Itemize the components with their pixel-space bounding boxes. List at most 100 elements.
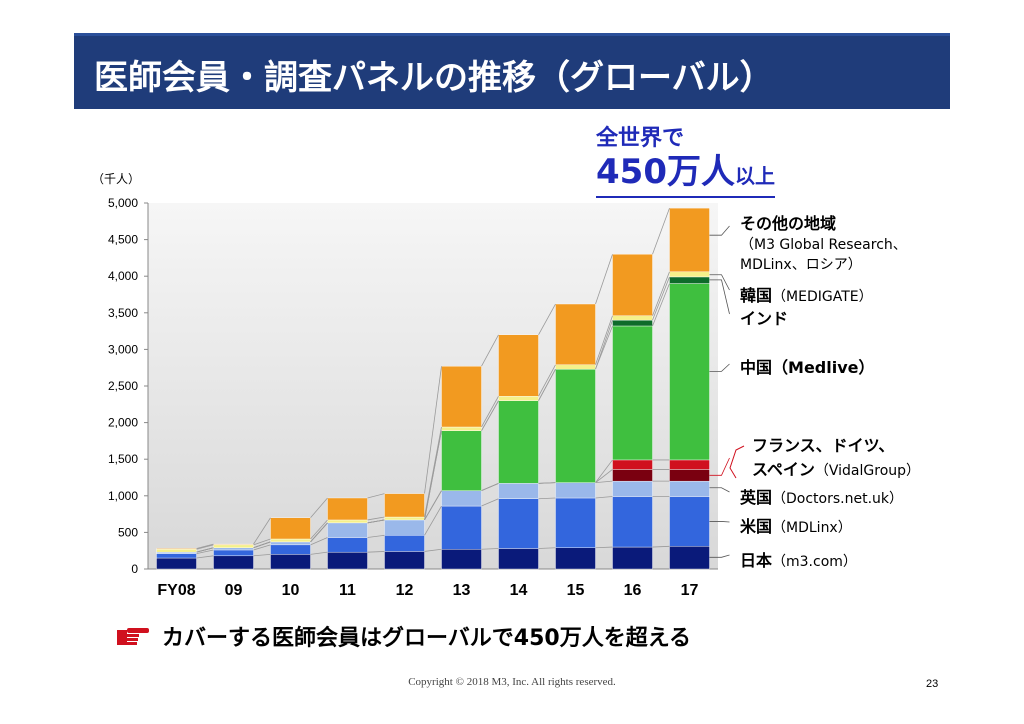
bar-segment <box>555 547 596 570</box>
legend-uk-note: （Doctors.net.uk） <box>772 491 904 507</box>
legend-korea: 韓国（MEDIGATE） <box>740 282 873 306</box>
x-tick-label: 16 <box>624 582 642 599</box>
x-tick-label: FY08 <box>157 582 195 599</box>
connector-line <box>595 315 613 365</box>
connector-line <box>652 207 670 255</box>
legend-india-label: インド <box>740 309 789 328</box>
y-tick-label: 3,500 <box>108 306 138 320</box>
connector-line <box>652 271 670 316</box>
legend-korea-label: 韓国 <box>740 286 773 305</box>
bar-segment <box>498 483 539 499</box>
connector-line <box>253 553 271 557</box>
x-tick-label: 14 <box>510 582 528 599</box>
connector-line <box>595 496 613 499</box>
bar-segment <box>441 505 482 550</box>
copyright: Copyright © 2018 M3, Inc. All rights res… <box>408 676 616 688</box>
bar-segment <box>270 541 311 546</box>
bar-segment <box>612 469 653 482</box>
bar-segment <box>612 254 653 316</box>
legend-other-note2: MDLinx、ロシア） <box>740 257 862 273</box>
connector-line <box>481 400 499 431</box>
legend-us-note: （MDLinx） <box>772 520 852 536</box>
x-tick-label: 12 <box>396 582 414 599</box>
legend-china: 中国（Medlive） <box>740 354 875 378</box>
connector-line <box>310 537 328 546</box>
legend-us: 米国（MDLinx） <box>740 513 852 537</box>
bar-segment <box>384 516 425 521</box>
bar-segment <box>498 548 539 570</box>
legend-europe: フランス、ドイツ、 スペイン（VidalGroup） <box>752 432 920 480</box>
connector-line <box>481 498 499 507</box>
connector-line <box>367 551 385 553</box>
y-tick-label: 3,000 <box>108 342 138 356</box>
bar-segment <box>156 557 197 570</box>
highlight-suffix: 以上 <box>734 164 775 188</box>
bar-segment <box>669 271 710 278</box>
pointing-hand-icon <box>117 628 149 645</box>
bar-segment <box>327 519 368 524</box>
connector-line <box>424 430 442 521</box>
bar-segment <box>498 396 539 401</box>
bar-segment <box>669 496 710 547</box>
connector-line <box>424 490 442 521</box>
bar-segment <box>270 517 311 540</box>
legend-leader-line <box>709 225 730 236</box>
europe-bracket <box>729 445 745 479</box>
x-tick-label: 09 <box>225 582 243 599</box>
legend-leader-line <box>709 279 730 315</box>
legend-japan: 日本（m3.com） <box>740 547 857 571</box>
bar-segment <box>327 537 368 553</box>
connector-line <box>253 538 271 546</box>
legend-leader-line <box>709 521 730 523</box>
legend-leader-line <box>709 554 730 558</box>
legend-uk: 英国（Doctors.net.uk） <box>740 484 903 508</box>
legend-leader-line <box>709 487 730 493</box>
connector-line <box>310 522 328 543</box>
bar-segment <box>156 553 197 559</box>
legend-other-label: その他の地域 <box>740 214 837 233</box>
legend-china-note: （Medlive） <box>772 358 875 377</box>
connector-line <box>196 543 214 549</box>
legend-japan-label: 日本 <box>740 551 773 570</box>
connector-line <box>595 469 613 483</box>
bar-segment <box>555 303 596 365</box>
legend-spain-note: （VidalGroup） <box>814 463 921 479</box>
legend-spain-label: スペイン <box>752 460 815 479</box>
connector-line <box>367 516 385 521</box>
legend-india: インド <box>740 305 788 329</box>
bar-segment <box>612 319 653 327</box>
y-tick-label: 500 <box>118 525 138 539</box>
connector-line <box>652 545 670 548</box>
bar-segment <box>669 480 710 497</box>
connector-line <box>424 426 442 518</box>
bar-segment <box>498 334 539 397</box>
bar-segment <box>327 497 368 521</box>
connector-line <box>196 555 214 559</box>
bar-segment <box>498 498 539 549</box>
bar-segment <box>669 207 710 273</box>
bar-segment <box>441 549 482 570</box>
bar-segment <box>213 543 254 546</box>
bar-segment <box>555 497 596 548</box>
y-tick-label: 1,000 <box>108 489 138 503</box>
connector-line <box>595 459 613 483</box>
highlight-value: 450万人 <box>596 152 735 192</box>
connector-line <box>652 276 670 321</box>
legend-japan-note: （m3.com） <box>772 554 857 570</box>
x-tick-label: 13 <box>453 582 471 599</box>
y-tick-label: 1,500 <box>108 452 138 466</box>
legend-china-label: 中国 <box>740 358 773 377</box>
connector-line <box>253 541 271 549</box>
bar-segment <box>669 546 710 570</box>
connector-line <box>481 548 499 550</box>
y-tick-label: 5,000 <box>108 196 138 210</box>
page-title: 医師会員・調査パネルの推移（グローバル） <box>94 58 774 98</box>
highlight-line1: 全世界で <box>596 126 685 151</box>
bar-segment <box>384 519 425 536</box>
connector-line <box>595 254 613 305</box>
connector-line <box>196 549 214 555</box>
bar-segment <box>270 544 311 555</box>
x-tick-label: 17 <box>681 582 699 599</box>
connector-line <box>310 551 328 555</box>
x-tick-label: 15 <box>567 582 585 599</box>
